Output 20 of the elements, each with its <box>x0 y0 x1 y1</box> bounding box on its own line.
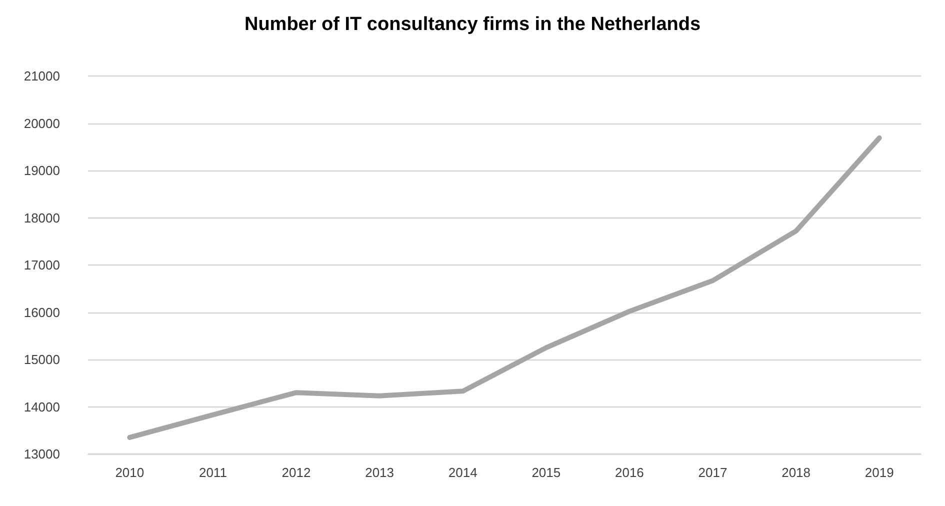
y-tick-label: 18000 <box>24 210 60 226</box>
x-tick-label: 2011 <box>198 465 227 480</box>
x-tick-label: 2012 <box>282 465 311 480</box>
y-tick-label: 21000 <box>24 68 60 84</box>
x-tick-label: 2019 <box>864 465 894 480</box>
x-tick-label: 2010 <box>115 465 144 480</box>
y-tick-label: 20000 <box>24 116 60 131</box>
x-tick-label: 2016 <box>614 465 644 480</box>
x-tick-label: 2015 <box>532 465 561 480</box>
y-tick-label: 16000 <box>24 304 60 320</box>
x-tick-label: 2017 <box>698 465 728 480</box>
y-tick-label: 14000 <box>24 399 60 414</box>
y-tick-label: 13000 <box>24 446 60 462</box>
chart-title: Number of IT consultancy firms in the Netherlands <box>244 14 701 35</box>
x-tick-label: 2013 <box>365 465 394 480</box>
y-tick-label: 17000 <box>24 258 60 272</box>
x-tick-label: 2014 <box>448 465 478 480</box>
y-tick-label: 15000 <box>24 352 60 367</box>
x-tick-label: 2018 <box>782 465 811 480</box>
y-tick-label: 19000 <box>24 163 60 178</box>
